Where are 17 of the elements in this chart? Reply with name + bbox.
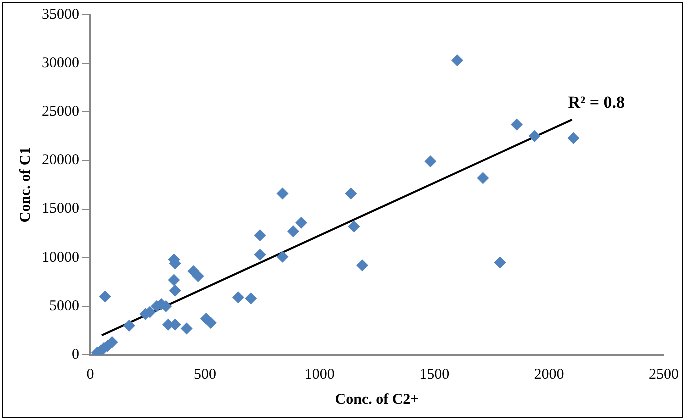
x-tick-label: 2000 (534, 366, 564, 383)
x-tick-label: 1500 (420, 366, 450, 383)
x-tick-label: 1000 (304, 366, 335, 383)
x-tick-label: 2500 (649, 366, 679, 383)
y-axis-title: Conc. of C1 (18, 147, 34, 223)
annotation: R² = 0.8 (568, 92, 626, 112)
y-tick-label: 35000 (42, 6, 80, 23)
y-tick-label: 15000 (42, 201, 80, 218)
y-tick-label: 0 (72, 346, 80, 363)
x-tick-label: 0 (86, 366, 94, 383)
x-tick-label: 500 (194, 366, 216, 383)
y-tick-label: 10000 (42, 250, 80, 266)
x-axis-title: Conc. of C2+ (335, 392, 420, 408)
y-tick-label: 5000 (50, 298, 80, 314)
y-tick-label: 20000 (42, 152, 80, 169)
y-tick-label: 25000 (42, 104, 80, 120)
y-tick-label: 30000 (42, 56, 80, 72)
